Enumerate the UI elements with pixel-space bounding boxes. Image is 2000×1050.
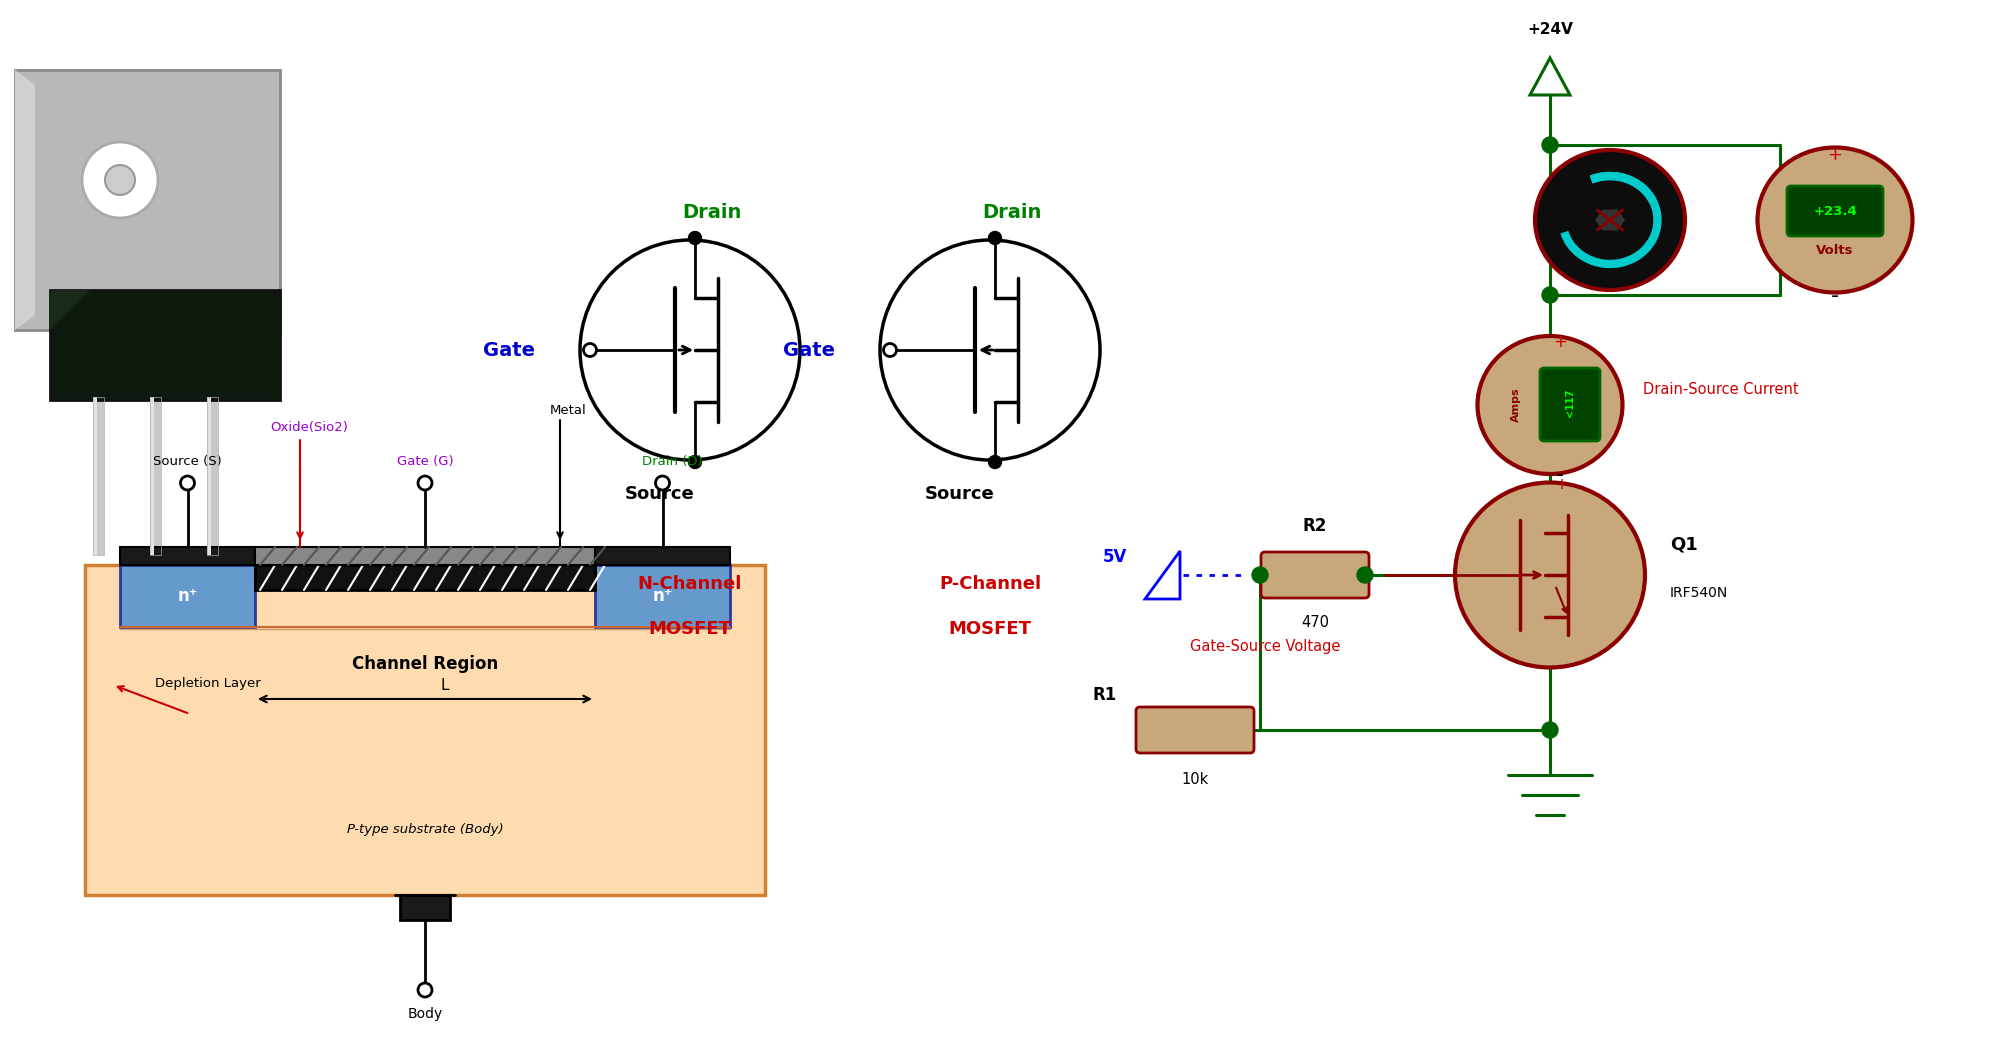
Text: R1: R1 — [1092, 686, 1118, 704]
Polygon shape — [16, 70, 36, 330]
Text: Oxide(Sio2): Oxide(Sio2) — [270, 420, 348, 434]
Circle shape — [988, 456, 1002, 468]
Text: Source (S): Source (S) — [154, 455, 222, 468]
FancyBboxPatch shape — [1788, 186, 1884, 236]
Bar — [92, 397, 104, 555]
Polygon shape — [50, 290, 280, 400]
Circle shape — [1542, 287, 1558, 303]
Text: Drain-Source Current: Drain-Source Current — [1644, 382, 1798, 398]
Polygon shape — [1144, 551, 1180, 598]
Text: +24V: +24V — [1528, 22, 1572, 37]
Text: Channel Region: Channel Region — [352, 655, 498, 673]
Text: 470: 470 — [1300, 615, 1328, 630]
Text: Gate: Gate — [484, 340, 536, 359]
Text: <117: <117 — [1564, 388, 1576, 417]
Bar — [120, 565, 256, 627]
Circle shape — [1542, 722, 1558, 738]
Text: 10k: 10k — [1182, 772, 1208, 788]
Bar — [596, 565, 730, 627]
Bar — [84, 565, 766, 895]
Bar — [92, 397, 96, 555]
Text: -: - — [1556, 465, 1564, 485]
Bar — [256, 565, 596, 590]
Text: L: L — [440, 678, 450, 693]
Circle shape — [1542, 136, 1558, 153]
Circle shape — [1356, 567, 1372, 583]
Text: Body: Body — [408, 1007, 442, 1021]
Bar — [400, 895, 450, 920]
Text: Depletion Layer: Depletion Layer — [154, 677, 260, 691]
Text: MOSFET: MOSFET — [948, 620, 1032, 638]
Circle shape — [656, 476, 670, 490]
Circle shape — [418, 983, 432, 998]
Circle shape — [82, 142, 158, 218]
Text: Amps: Amps — [1512, 387, 1522, 422]
Text: 5V: 5V — [1102, 548, 1128, 566]
Bar — [150, 397, 160, 555]
Polygon shape — [1530, 58, 1570, 94]
Text: Gate (G): Gate (G) — [396, 455, 454, 468]
Bar — [596, 547, 730, 565]
Ellipse shape — [1536, 150, 1686, 290]
Bar — [150, 397, 154, 555]
Text: n⁺: n⁺ — [652, 587, 672, 605]
Text: R2: R2 — [1302, 517, 1328, 536]
Text: +: + — [1554, 333, 1566, 351]
Circle shape — [584, 343, 596, 357]
Ellipse shape — [1456, 483, 1644, 668]
Bar — [256, 547, 596, 565]
Polygon shape — [16, 70, 280, 330]
Ellipse shape — [1478, 336, 1622, 474]
Circle shape — [104, 165, 136, 195]
FancyBboxPatch shape — [1540, 368, 1600, 441]
Bar — [206, 397, 218, 555]
Text: P-Channel: P-Channel — [938, 575, 1042, 593]
Bar — [92, 397, 104, 555]
Text: n⁺: n⁺ — [178, 587, 198, 605]
Text: MOSFET: MOSFET — [648, 620, 732, 638]
Circle shape — [688, 231, 702, 245]
Circle shape — [180, 476, 194, 490]
Text: IRF540N: IRF540N — [1670, 586, 1728, 600]
Text: Source: Source — [926, 485, 994, 503]
Polygon shape — [50, 290, 90, 330]
Text: Drain: Drain — [982, 203, 1042, 222]
Circle shape — [688, 456, 702, 468]
Circle shape — [884, 343, 896, 357]
Bar — [120, 547, 256, 565]
Text: Source: Source — [626, 485, 694, 503]
Bar — [150, 397, 160, 555]
Text: Drain (D): Drain (D) — [642, 455, 702, 468]
Text: -: - — [1830, 286, 1840, 306]
Text: N-Channel: N-Channel — [638, 575, 742, 593]
Text: +: + — [1828, 146, 1842, 164]
Text: Q1: Q1 — [1670, 536, 1698, 554]
Text: Metal: Metal — [550, 403, 586, 417]
Circle shape — [880, 240, 1100, 460]
Ellipse shape — [1758, 147, 1912, 293]
Circle shape — [1252, 567, 1268, 583]
Circle shape — [988, 231, 1002, 245]
FancyBboxPatch shape — [1262, 552, 1370, 598]
FancyBboxPatch shape — [1136, 707, 1254, 753]
Bar — [206, 397, 218, 555]
Text: Drain: Drain — [682, 203, 742, 222]
Text: Gate: Gate — [784, 340, 836, 359]
Bar — [206, 397, 210, 555]
Text: +23.4: +23.4 — [1814, 206, 1856, 218]
Text: Volts: Volts — [1816, 244, 1854, 256]
Circle shape — [580, 240, 800, 460]
Text: P-type substrate (Body): P-type substrate (Body) — [346, 823, 504, 837]
Circle shape — [418, 476, 432, 490]
Text: I: I — [1560, 478, 1564, 492]
Text: Gate-Source Voltage: Gate-Source Voltage — [1190, 639, 1340, 654]
Polygon shape — [1596, 210, 1624, 230]
